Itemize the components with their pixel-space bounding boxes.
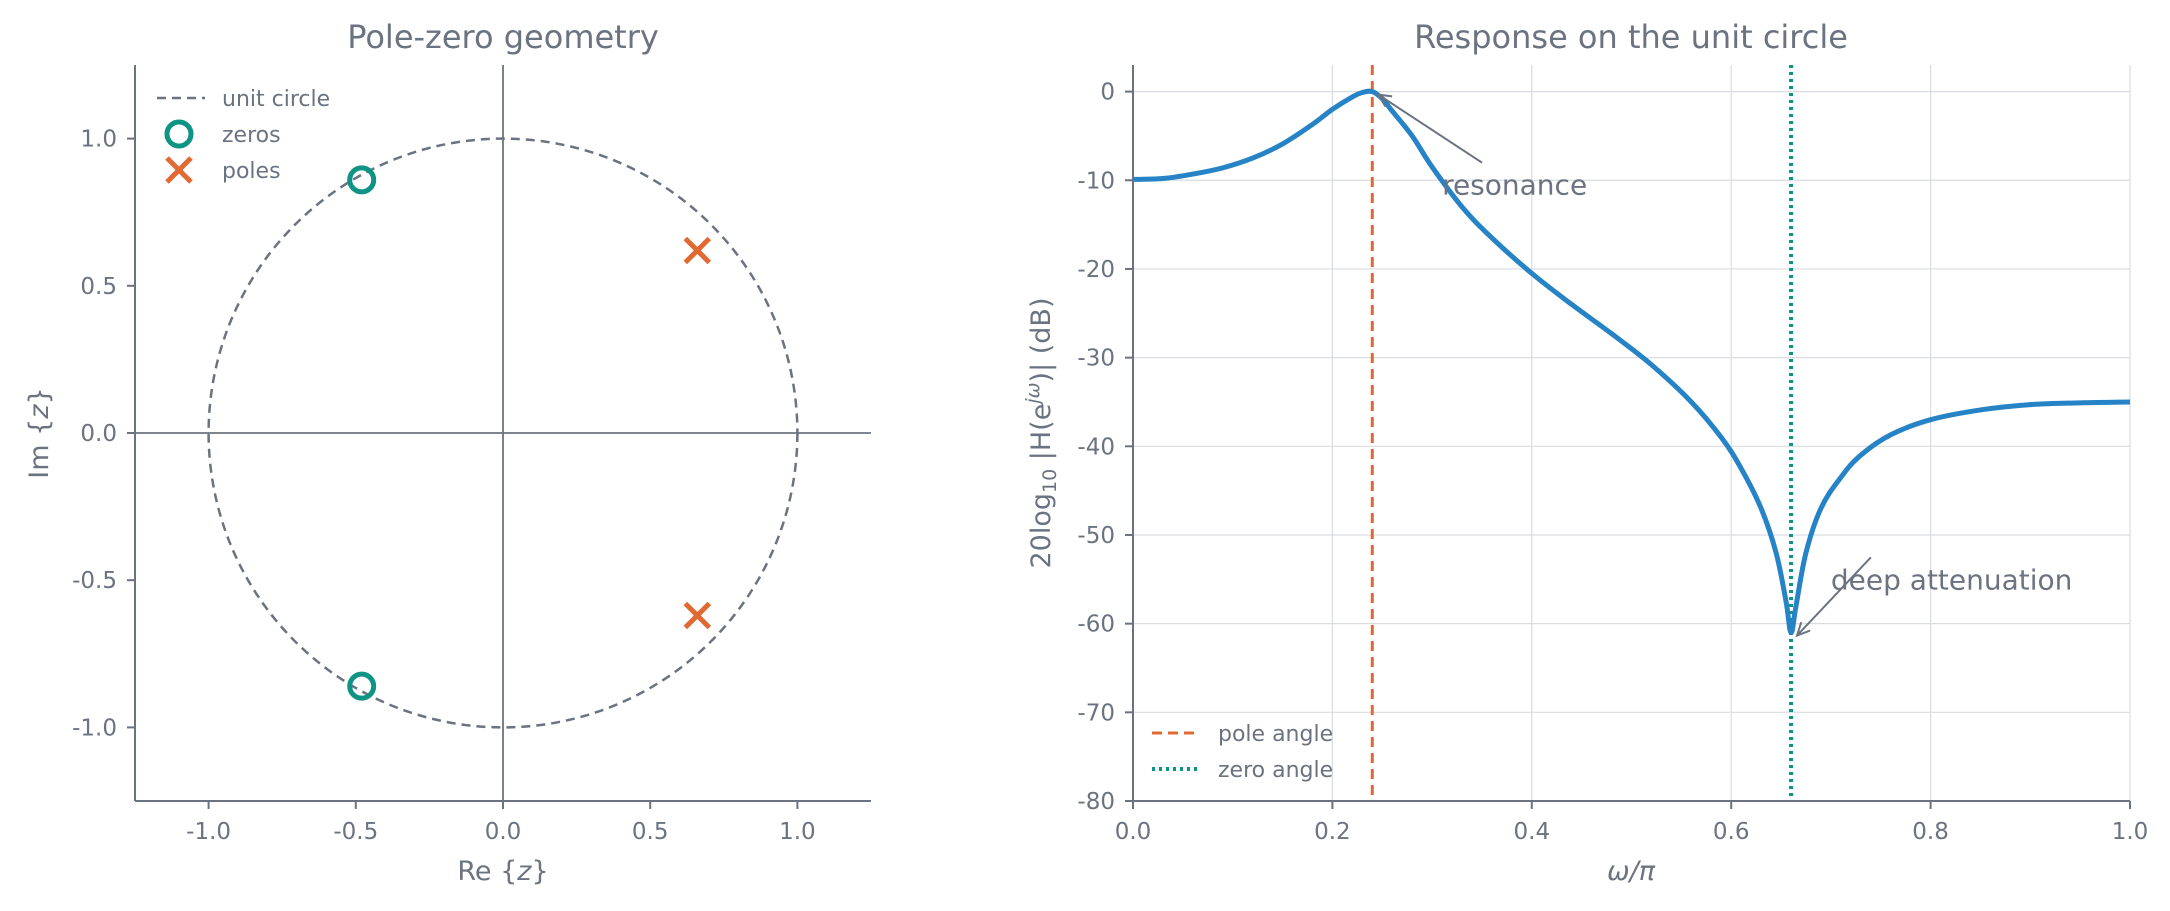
pole-zero-x-axis-label: Re {z}	[457, 856, 548, 887]
x-tick-label: 1.0	[2112, 819, 2149, 845]
y-tick-label: -60	[1077, 612, 1115, 638]
response-spines	[1132, 65, 2130, 802]
unit-circle	[207, 137, 799, 729]
y-tick-label: -70	[1077, 700, 1115, 726]
y-tick-label: 0.5	[80, 274, 117, 300]
y-tick-label: 0.0	[80, 421, 117, 447]
annotation-arrow-line	[1377, 93, 1483, 164]
response-x-ticks: 0.0 0.2 0.4 0.6 0.8 1.0	[1115, 801, 2149, 845]
pole-stroke	[165, 156, 193, 184]
y-tick-label: -30	[1077, 346, 1115, 372]
annotation-arrow-head	[1376, 93, 1393, 108]
zero-marker	[347, 165, 377, 195]
unit-circle-layer	[207, 137, 799, 729]
pole-zero-y-axis-label: Im {z}	[24, 387, 55, 478]
y-tick-label: -80	[1077, 789, 1115, 815]
x-tick-label: -1.0	[186, 819, 231, 845]
response-curve-layer	[1133, 88, 2130, 636]
angle-marker-lines	[1370, 65, 1794, 801]
pole-zero-panel: Pole-zero geometry -1.0 -0.5 0.0 0.5 1.0 -1.…	[24, 18, 871, 887]
x-tick-label: 0.0	[485, 819, 522, 845]
legend-unit-circle-label: unit circle	[222, 87, 330, 112]
y-tick-label: 1.0	[80, 127, 117, 153]
annotation-deep-attenuation: deep attenuation	[1795, 556, 2073, 638]
response-title: Response on the unit circle	[1414, 18, 1848, 56]
response-x-axis-label: ω/π	[1607, 856, 1656, 887]
x-tick-label: 1.0	[779, 819, 816, 845]
annotation-resonance: resonance	[1376, 93, 1587, 202]
legend-zeros-label: zeros	[222, 123, 281, 148]
pole-zero-markers	[347, 165, 712, 701]
pole-zero-axes-lines	[135, 65, 871, 801]
x-tick-label: 0.6	[1713, 819, 1750, 845]
x-tick-label: -0.5	[333, 819, 378, 845]
pole-marker	[683, 236, 712, 265]
y-tick-label: -10	[1077, 168, 1115, 194]
response-annotations: resonance deep attenuation	[1376, 93, 2073, 638]
x-tick-label: 0.0	[1115, 819, 1152, 845]
y-tick-label: -40	[1077, 434, 1115, 460]
pole-zero-title: Pole-zero geometry	[347, 18, 659, 56]
pole-zero-legend: unit circle zeros poles	[157, 87, 330, 184]
zero-marker	[347, 671, 377, 701]
legend-pole-angle-label: pole angle	[1218, 722, 1333, 747]
y-tick-label: -20	[1077, 257, 1115, 283]
response-y-axis-label: 20log10 |H(ejω)| (dB)	[1022, 298, 1061, 569]
y-tick-label: 0	[1100, 80, 1115, 106]
magnitude-response-line	[1133, 88, 2130, 636]
response-grid	[1132, 65, 2131, 802]
response-panel: Response on the unit circle 0.0 0.2 0.4 0.6…	[1022, 18, 2148, 887]
legend-poles-swatch	[165, 156, 193, 184]
y-tick-label: -1.0	[72, 715, 117, 741]
pole-zero-y-ticks: -1.0 -0.5 0.0 0.5 1.0	[72, 127, 135, 741]
y-tick-label: -0.5	[72, 568, 117, 594]
x-tick-label: 0.8	[1912, 819, 1949, 845]
x-tick-label: 0.4	[1514, 819, 1551, 845]
pole-zero-x-ticks: -1.0 -0.5 0.0 0.5 1.0	[186, 801, 816, 845]
y-tick-label: -50	[1077, 523, 1115, 549]
pole-stroke	[683, 236, 712, 265]
legend-zero-angle-label: zero angle	[1218, 758, 1333, 783]
legend-poles-label: poles	[222, 159, 281, 184]
response-y-ticks: 0 -10 -20 -30 -40 -50 -60 -70 -80	[1077, 80, 1133, 815]
annotation-arrow-head	[1795, 621, 1811, 638]
annotation-arrow-line	[1796, 556, 1872, 637]
legend-zeros-swatch	[164, 119, 194, 149]
pole-marker	[683, 601, 712, 630]
annotation-label: deep attenuation	[1831, 563, 2073, 596]
x-tick-label: 0.2	[1314, 819, 1351, 845]
annotation-label: resonance	[1442, 169, 1587, 202]
pole-stroke	[683, 601, 712, 630]
x-tick-label: 0.5	[632, 819, 669, 845]
response-legend: pole angle zero angle	[1152, 722, 1333, 783]
